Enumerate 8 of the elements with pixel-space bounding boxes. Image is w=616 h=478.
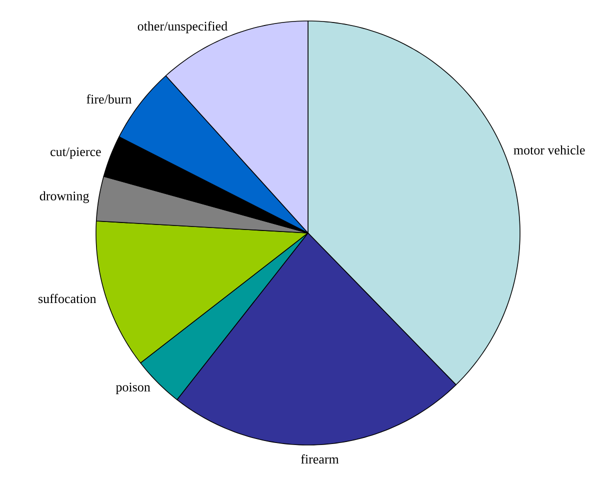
slice-label: poison bbox=[116, 382, 150, 394]
slice-label: other/unspecified bbox=[138, 21, 228, 34]
slice-label: firearm bbox=[301, 454, 339, 464]
slice-label: suffocation bbox=[38, 294, 96, 304]
slice-label: cut/pierce bbox=[50, 147, 101, 159]
slice-label: drowning bbox=[40, 191, 89, 204]
slice-label: fire/burn bbox=[86, 94, 132, 104]
slice-label: motor vehicle bbox=[514, 145, 585, 154]
